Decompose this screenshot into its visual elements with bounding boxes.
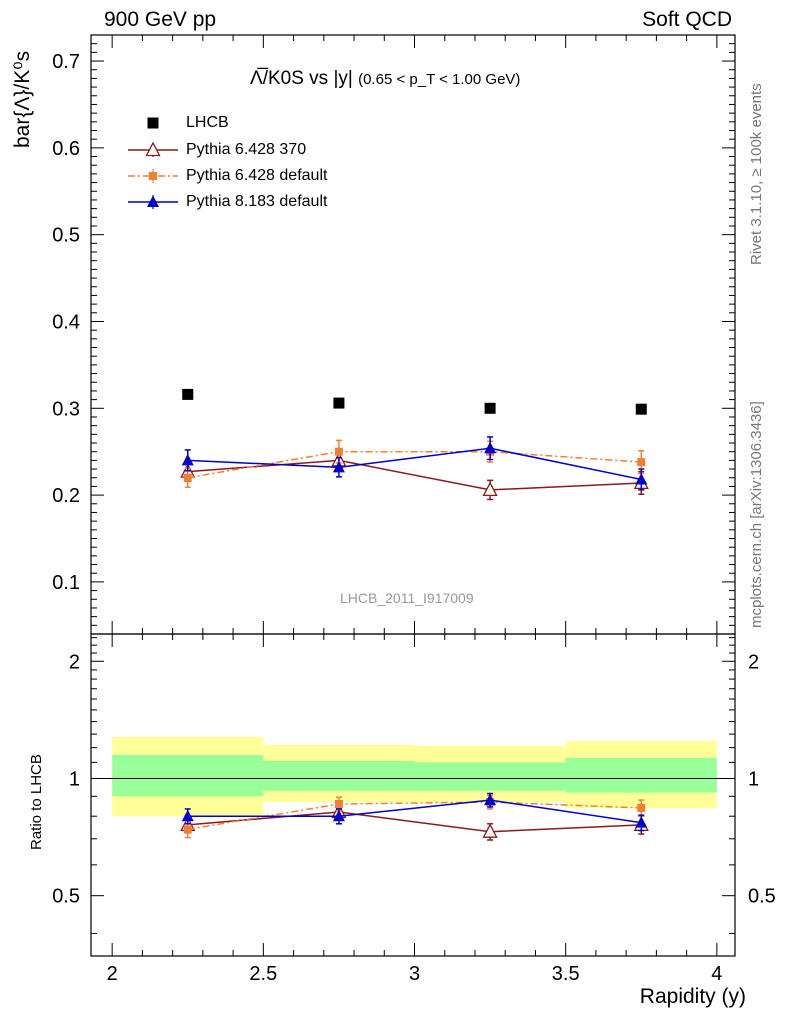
legend-marker-lhcb: [147, 117, 159, 129]
legend-marker-py8-default: [147, 195, 159, 207]
y-tick-label: 0.5: [52, 225, 80, 247]
legend-label-py8-default: Pythia 8.183 default: [186, 193, 328, 210]
lhcb-point: [635, 403, 647, 415]
analysis-tag: LHCB_2011_I917009: [340, 590, 474, 606]
py8-default-point: [332, 460, 345, 473]
legend-marker-py6-default: [149, 172, 157, 180]
py6-default-line: [187, 450, 642, 479]
lhcb-point: [182, 388, 194, 400]
py6-370-line: [187, 459, 642, 491]
py6-default-point: [637, 458, 646, 467]
x-tick-label: 4: [711, 963, 722, 985]
ratio-py6-370-point: [482, 823, 498, 838]
x-tick-label: 3: [409, 963, 420, 985]
ratio-y-tick-label: 0.5: [52, 886, 80, 908]
y-tick-label: 0.1: [52, 572, 80, 594]
legend-label-py6-default: Pythia 6.428 default: [186, 167, 328, 184]
py6-370-point: [482, 481, 498, 497]
y-tick-label: 0.4: [52, 311, 80, 333]
ratio-py8-default-line: [187, 799, 642, 824]
energy-label: 900 GeV pp: [104, 8, 217, 31]
py8-default-point: [181, 453, 194, 466]
x-tick-label: 3.5: [552, 963, 580, 985]
ratio-y-tick-label-right: 0.5: [748, 886, 776, 908]
plot-title-main: Λ̅/K0S vs |y|: [250, 68, 353, 89]
legend-marker-py6-370: [145, 141, 161, 157]
y-tick-label: 0.2: [52, 485, 80, 507]
py8-default-line: [187, 447, 642, 481]
ratio-py8-default-point: [484, 793, 497, 806]
legend-label-lhcb: LHCB: [186, 114, 229, 131]
ratio-py8-default-point: [181, 809, 194, 822]
ratio-y-tick-label: 1: [69, 768, 80, 790]
uncertainty-band-inner: [414, 762, 566, 791]
ratio-y-tick-label: 2: [69, 651, 80, 673]
legend-label-py6-370: Pythia 6.428 370: [186, 141, 307, 158]
y-tick-label: 0.3: [52, 398, 80, 420]
py6-default-point: [334, 447, 343, 456]
y-tick-label: 0.7: [52, 51, 80, 73]
x-axis-label: Rapidity (y): [639, 985, 746, 1008]
plot-title-sub: (0.65 < p_T < 1.00 GeV): [358, 71, 521, 88]
main-plot-frame: [90, 34, 736, 635]
ratio-py6-default-point: [637, 803, 646, 812]
py6-default-point: [183, 473, 192, 482]
uncertainty-band-inner: [565, 757, 717, 793]
ratio-py6-default-point: [334, 799, 343, 808]
lhcb-point: [333, 397, 345, 409]
ratio-plot-frame: [90, 633, 736, 957]
py8-default-point: [484, 441, 497, 454]
ratio-y-tick-label-right: 1: [748, 768, 759, 790]
py8-default-point: [635, 472, 648, 485]
ratio-py6-370-line: [187, 811, 642, 833]
uncertainty-band-inner: [263, 760, 415, 791]
x-tick-label: 2: [107, 963, 118, 985]
ratio-py8-default-point: [332, 809, 345, 822]
x-tick-label: 2.5: [249, 963, 277, 985]
lhcb-point: [484, 402, 496, 414]
ratio-py6-default-point: [183, 825, 192, 834]
y-tick-label: 0.6: [52, 138, 80, 160]
uncertainty-band-inner: [112, 754, 264, 797]
category-label: Soft QCD: [642, 8, 732, 31]
ratio-py8-default-point: [635, 816, 648, 828]
ratio-y-tick-label-right: 2: [748, 651, 759, 673]
plot-title: Λ̅/K0S vs |y| (0.65 < p_T < 1.00 GeV): [250, 68, 520, 90]
